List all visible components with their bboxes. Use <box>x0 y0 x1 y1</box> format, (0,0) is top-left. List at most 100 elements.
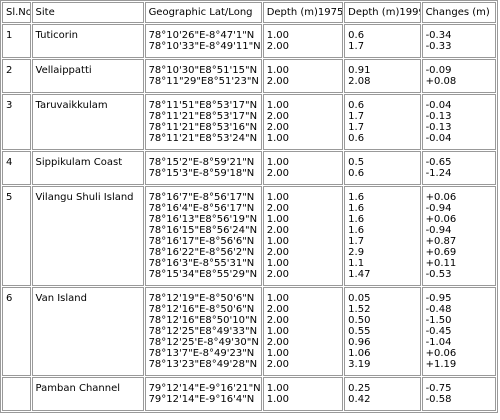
site-cell: Van Island <box>31 287 144 376</box>
sl-cell: 3 <box>2 94 31 150</box>
depth-1999: 0.6 <box>348 30 365 41</box>
sl-cell: 6 <box>2 287 31 376</box>
depth-1999: 1.52 <box>348 304 371 315</box>
header-row: Sl.No Site Geographic Lat/Long Depth (m)197… <box>2 2 496 23</box>
depth-1975: 1.00 <box>266 65 289 76</box>
depth-1975: 1.00 <box>266 394 289 405</box>
depth-1975: 2.00 <box>266 269 289 280</box>
depth-1999: 1.7 <box>348 236 365 247</box>
depth-1999-cell: 0.05 1.52 0.50 0.55 0.96 1.06 3.19 <box>344 287 421 376</box>
coordinates: 78°12'25'E-8°49'30"N <box>148 337 259 348</box>
change: -0.45 <box>425 326 452 337</box>
depth-1999: 0.6 <box>348 168 365 179</box>
depth-1999: 1.6 <box>348 192 365 203</box>
site-row: 5 Vilangu Shuli Island 78°16'7"E-8°56'17"N… <box>2 186 496 286</box>
depth-1975-cell: 1.00 2.00 <box>262 24 344 58</box>
coordinates: 78°16'15"E8°56'24"N <box>148 225 258 236</box>
change: +0.87 <box>425 236 457 247</box>
change: +0.06 <box>425 214 457 225</box>
change-cell: -0.09 +0.08 <box>421 59 496 93</box>
change: -0.75 <box>425 383 452 394</box>
depth-1975-cell: 1.00 1.00 <box>262 377 344 411</box>
depth-1999: 1.6 <box>348 225 365 236</box>
coordinates: 78°16'13"E8°56'19"N <box>148 214 258 225</box>
site-row: 2 Vellaippatti 78°10'30"E8°51'15"N 78°11"29… <box>2 59 496 93</box>
depth-1975-cell: 1.00 2.00 2.00 1.00 <box>262 94 344 150</box>
depth-1975-cell: 1.00 2.00 <box>262 151 344 185</box>
site-row: 4 Sippikulam Coast 78°15'2"E-8°59'21"N 78°1… <box>2 151 496 185</box>
sl-cell: 4 <box>2 151 31 185</box>
change-cell: -0.65 -1.24 <box>421 151 496 185</box>
sl-cell: 1 <box>2 24 31 58</box>
change: -0.33 <box>425 41 452 52</box>
depth-1975: 2.00 <box>266 315 289 326</box>
site-cell: Pamban Channel <box>31 377 144 411</box>
depth-1999: 1.7 <box>348 111 365 122</box>
change: -1.24 <box>425 168 452 179</box>
site-cell: Tuticorin <box>31 24 144 58</box>
change: -0.58 <box>425 394 452 405</box>
coordinates: 79°12'14"E-9°16'21"N <box>148 383 261 394</box>
depth-1999: 2.9 <box>348 247 365 258</box>
depth-1975: 2.00 <box>266 225 289 236</box>
coordinates: 79°12'14"E-9°16'4"N <box>148 394 255 405</box>
depth-1999: 1.7 <box>348 122 365 133</box>
coordinates: 78°16'3"E-8°55'31"N <box>148 258 255 269</box>
coordinates: 78°13'7"E-8°49'23"N <box>148 348 255 359</box>
change-cell: -0.04 -0.13 -0.13 -0.04 <box>421 94 496 150</box>
site-row: 1 Tuticorin 78°10'26"E-8°47'1"N 78°10'33"E-… <box>2 24 496 58</box>
depth-1999: 0.6 <box>348 100 365 111</box>
coordinates: 78°16'4"E-8°56'17"N <box>148 203 255 214</box>
header-cell: Sl.No <box>2 2 31 23</box>
depth-1999: 2.08 <box>348 76 371 87</box>
depth-1999: 0.25 <box>348 383 371 394</box>
change: -0.04 <box>425 100 452 111</box>
coordinates-cell: 78°10'26"E-8°47'1"N 78°10'33"E-8°49'11"N <box>144 24 262 58</box>
site-cell: Vellaippatti <box>31 59 144 93</box>
change-cell: -0.95 -0.48 -1.50 -0.45 -1.04 +0.06 +1.19 <box>421 287 496 376</box>
depth-1975: 1.00 <box>266 30 289 41</box>
change: -0.48 <box>425 304 452 315</box>
coordinates: 78°10'33"E-8°49'11"N <box>148 41 261 52</box>
depth-1999: 1.6 <box>348 214 365 225</box>
change: -0.94 <box>425 225 452 236</box>
table-body: Sl.No Site Geographic Lat/Long Depth (m)197… <box>2 2 496 411</box>
depth-1999: 1.47 <box>348 269 371 280</box>
depth-1975: 2.00 <box>266 168 289 179</box>
depth-1975: 2.00 <box>266 41 289 52</box>
coordinates: 78°11'21"E8°53'16"N <box>148 122 258 133</box>
depth-1999: 1.6 <box>348 203 365 214</box>
coordinates: 78°11'51"E8°53'17"N <box>148 100 258 111</box>
change: +0.06 <box>425 348 457 359</box>
change: -0.09 <box>425 65 452 76</box>
depth-1999: 3.19 <box>348 359 371 370</box>
coordinates: 78°10'30"E8°51'15"N <box>148 65 258 76</box>
header-cell: Depth (m)1999 <box>344 2 421 23</box>
change: -0.13 <box>425 111 452 122</box>
coordinates-cell: 78°12'19"E-8°50'6"N 78°12'16"E-8°50'6"N 78… <box>144 287 262 376</box>
change: +0.06 <box>425 192 457 203</box>
coordinates: 78°16'17"E-8°56'6"N <box>148 236 255 247</box>
depth-1975: 1.00 <box>266 383 289 394</box>
header-cell: Changes (m) <box>421 2 496 23</box>
depth-1975: 1.00 <box>266 133 289 144</box>
change: -0.94 <box>425 203 452 214</box>
depth-1975-cell: 1.00 2.00 <box>262 59 344 93</box>
site-row: Pamban Channel 79°12'14"E-9°16'21"N 79°12'… <box>2 377 496 411</box>
depth-1975: 2.00 <box>266 304 289 315</box>
change: +0.11 <box>425 258 457 269</box>
depth-1975-cell: 1.00 2.00 1.00 2.00 1.00 2.00 1.00 2.00 <box>262 186 344 286</box>
depth-1975: 2.00 <box>266 203 289 214</box>
depth-1999-cell: 0.91 2.08 <box>344 59 421 93</box>
coordinates: 78°11'21"E8°53'17"N <box>148 111 258 122</box>
coordinates: 78°15'34"E8°55'29"N <box>148 269 258 280</box>
depth-1975-cell: 1.00 2.00 2.00 1.00 2.00 1.00 2.00 <box>262 287 344 376</box>
site-cell: Sippikulam Coast <box>31 151 144 185</box>
coordinates: 78°15'3"E-8°59'18"N <box>148 168 255 179</box>
site-row: 6 Van Island 78°12'19"E-8°50'6"N 78°12'16"E… <box>2 287 496 376</box>
depth-1975: 1.00 <box>266 348 289 359</box>
site-cell: Taruvaikkulam <box>31 94 144 150</box>
header-cell: Depth (m)1975 <box>262 2 344 23</box>
change: +0.69 <box>425 247 457 258</box>
change: -0.95 <box>425 293 452 304</box>
